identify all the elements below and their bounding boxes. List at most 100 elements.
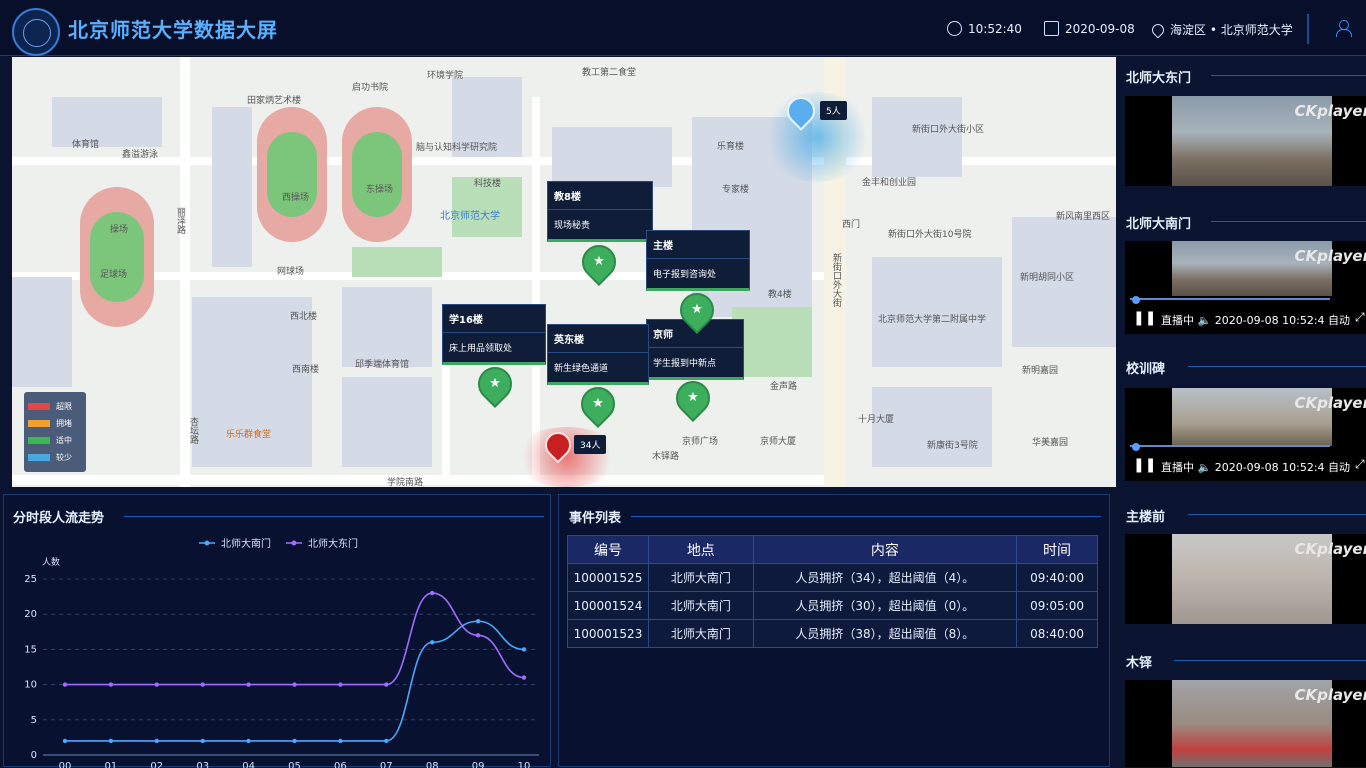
camera-panel-motto-stone: 校训碑 xyxy=(1116,348,1366,488)
map-label: 杏坛路 xyxy=(188,417,198,444)
map-road xyxy=(12,475,832,485)
page-title: 北京师范大学数据大屏 xyxy=(68,18,278,42)
col-header-content[interactable]: 内容 xyxy=(752,535,1018,564)
video-player-motto-stone[interactable]: CKplayer ❚❚ 直播中 🔈 2020-09-08 10:52:4 自动 … xyxy=(1125,388,1366,481)
data-point xyxy=(246,738,251,744)
header-bar: 北京师范大学数据大屏 10:52:40 2020-09-08 海淀区 • 北京师… xyxy=(0,0,1366,56)
field-football xyxy=(90,212,144,302)
map-block xyxy=(552,127,672,187)
legend-label: 适中 xyxy=(56,436,72,445)
map-green xyxy=(352,247,442,277)
y-tick-label: 20 xyxy=(24,609,37,620)
cell-time: 09:05:00 xyxy=(1016,591,1098,620)
popup-title: 学16楼 xyxy=(443,305,545,333)
x-tick-label: 08 xyxy=(426,761,439,768)
title-underline xyxy=(124,516,544,517)
star-icon: ★ xyxy=(592,396,604,411)
map-pin-dorm-16[interactable]: ★ xyxy=(470,359,520,409)
legend-item: 适中 xyxy=(28,432,82,449)
progress-bar[interactable] xyxy=(1130,443,1330,451)
x-tick-label: 00 xyxy=(59,761,72,768)
map-label: 教4楼 xyxy=(768,290,792,300)
map-pin-yingdong[interactable]: ★ xyxy=(573,379,623,429)
legend-marker xyxy=(204,540,210,546)
legend-swatch xyxy=(28,403,50,410)
popup-content: 学生报到中新点 xyxy=(653,359,717,369)
video-player-muduo[interactable]: CKplayer xyxy=(1125,680,1366,767)
events-title: 事件列表 xyxy=(569,511,622,526)
header-divider xyxy=(1307,14,1309,44)
university-logo xyxy=(12,8,60,56)
date-display: 2020-09-08 xyxy=(1044,21,1135,36)
popup-dorm-16[interactable]: 学16楼 床上用品领取处 xyxy=(442,304,546,365)
table-header-row: 编号 地点 内容 时间 xyxy=(567,535,1098,564)
popup-main-building[interactable]: 主楼 电子报到咨询处 xyxy=(646,230,750,291)
map-label: 北京师范大学第二附属中学 xyxy=(878,315,987,325)
video-frame xyxy=(1172,534,1332,624)
field-west xyxy=(267,132,317,217)
legend-label: 超限 xyxy=(56,402,72,411)
col-header-time[interactable]: 时间 xyxy=(1016,535,1098,564)
progress-bar[interactable] xyxy=(1130,296,1330,304)
popup-title: 英东楼 xyxy=(548,325,648,353)
events-table: 编号 地点 内容 时间 100001525 北师大南门 人员拥挤（34），超出阈… xyxy=(567,535,1098,648)
video-status: 直播中 🔈 2020-09-08 10:52:4 自动 xyxy=(1161,314,1351,327)
fullscreen-icon[interactable]: ⤢ xyxy=(1355,457,1365,471)
quality-auto[interactable]: 自动 xyxy=(1328,461,1351,474)
map-label: 脑与认知科学研究院 xyxy=(416,143,498,153)
x-tick-label: 03 xyxy=(196,761,209,768)
table-row[interactable]: 100001523 北师大南门 人员拥挤（38），超出阈值（8）。 08:40:… xyxy=(567,619,1098,648)
camera-panel-east-gate: 北师大东门 xyxy=(1116,57,1366,197)
count-south: 34人 xyxy=(574,435,607,454)
x-tick-label: 05 xyxy=(288,761,301,768)
map-label: 网球场 xyxy=(277,267,305,277)
star-icon: ★ xyxy=(489,376,501,391)
cell-content: 人员拥挤（34），超出阈值（4）。 xyxy=(752,563,1018,592)
cell-id: 100001525 xyxy=(567,563,649,592)
col-header-location[interactable]: 地点 xyxy=(647,535,754,564)
map-block xyxy=(872,97,962,177)
cell-location: 北师大南门 xyxy=(647,563,754,592)
col-header-id[interactable]: 编号 xyxy=(567,535,649,564)
x-tick-label: 06 xyxy=(334,761,347,768)
progress-handle[interactable] xyxy=(1132,443,1140,451)
video-frame xyxy=(1172,388,1332,446)
video-player-south-gate[interactable]: CKplayer ❚❚ 直播中 🔈 2020-09-08 10:52:4 自动 … xyxy=(1125,241,1366,334)
map-legend: 超限 拥堵 适中 较少 xyxy=(24,392,86,472)
data-point xyxy=(154,682,159,687)
map-label: 京师广场 xyxy=(682,437,719,447)
map-label: 启功书院 xyxy=(352,83,389,93)
y-tick-label: 25 xyxy=(24,574,37,585)
table-row[interactable]: 100001525 北师大南门 人员拥挤（34），超出阈值（4）。 09:40:… xyxy=(567,563,1098,592)
popup-teaching-8[interactable]: 教8楼 现场秘贵 xyxy=(547,181,653,242)
video-player-east-gate[interactable]: CKplayer xyxy=(1125,96,1366,186)
data-point xyxy=(200,738,205,744)
table-row[interactable]: 100001524 北师大南门 人员拥挤（30），超出阈值（0）。 09:05:… xyxy=(567,591,1098,620)
video-controls: ❚❚ 直播中 🔈 2020-09-08 10:52:4 自动 ⤢ xyxy=(1125,443,1366,481)
popup-title: 京师 xyxy=(647,320,743,348)
quality-auto[interactable]: 自动 xyxy=(1328,314,1351,327)
popup-yingdong[interactable]: 英东楼 新生绿色通道 xyxy=(547,324,649,385)
legend-item: 拥堵 xyxy=(28,415,82,432)
fullscreen-icon[interactable]: ⤢ xyxy=(1355,310,1365,324)
popup-content: 新生绿色通道 xyxy=(554,364,609,374)
data-point xyxy=(430,590,435,596)
map-label: 华美嘉园 xyxy=(1032,438,1069,448)
map-pin-jingshi[interactable]: ★ xyxy=(668,373,718,423)
campus-map[interactable]: 体育馆 鑫溢游泳 田家炳艺术楼 启功书院 环境学院 教工第二食堂 西操场 东操场… xyxy=(12,57,1116,487)
user-icon[interactable] xyxy=(1335,20,1352,37)
pause-icon[interactable]: ❚❚ xyxy=(1133,457,1157,473)
pause-icon[interactable]: ❚❚ xyxy=(1133,310,1157,326)
map-green xyxy=(732,307,812,377)
map-block xyxy=(52,97,162,147)
clock-icon xyxy=(947,21,962,36)
camera-title: 木铎 xyxy=(1126,656,1153,671)
video-player-main-building[interactable]: CKplayer xyxy=(1125,534,1366,624)
map-label: 十月大厦 xyxy=(858,415,895,425)
camera-panel-muduo: 木铎 xyxy=(1116,640,1366,767)
map-label: 专家楼 xyxy=(722,185,750,195)
camera-title: 主楼前 xyxy=(1126,510,1166,525)
title-underline xyxy=(1211,221,1366,222)
progress-handle[interactable] xyxy=(1132,296,1140,304)
legend-item: 超限 xyxy=(28,398,82,415)
